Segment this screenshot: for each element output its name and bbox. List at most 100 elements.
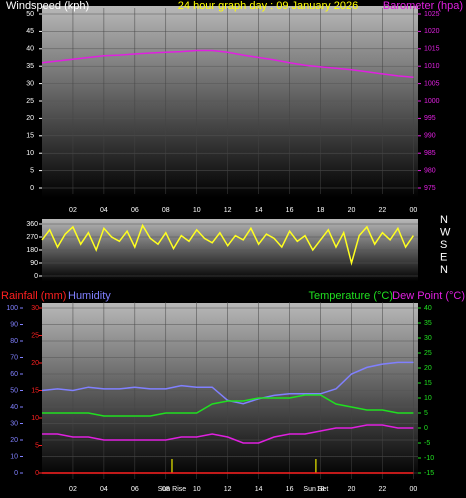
- panel: [42, 6, 418, 198]
- y-tick-label: 5: [424, 410, 428, 417]
- y-tick-label: 15: [31, 387, 39, 394]
- y-tick-label: 90: [30, 260, 38, 267]
- y-tick-label: 10: [31, 415, 39, 422]
- y-tick-label: 10: [10, 453, 18, 460]
- y-tick-label: 40: [26, 46, 34, 53]
- y-tick-label: 1025: [424, 11, 440, 18]
- x-tick-label: 06: [131, 486, 139, 493]
- x-tick-label: 10: [193, 486, 201, 493]
- y-tick-label: 5: [30, 167, 34, 174]
- y-tick-label: 30: [10, 420, 18, 427]
- y-tick-label: 30: [31, 305, 39, 312]
- y-tick-label: 20: [26, 115, 34, 122]
- x-tick-label: 08: [162, 486, 170, 493]
- y-tick-label: 35: [424, 320, 432, 327]
- y-tick-label: 0: [34, 273, 38, 280]
- y-tick-label: 100: [6, 305, 18, 312]
- y-tick-label: 1010: [424, 63, 440, 70]
- y-tick-label: 15: [26, 133, 34, 140]
- sun-label: Sun Set: [303, 486, 328, 493]
- y-tick-label: 50: [10, 387, 18, 394]
- x-tick-label: 18: [317, 486, 325, 493]
- y-tick-label: 30: [26, 80, 34, 87]
- x-tick-label: 18: [317, 207, 325, 214]
- x-tick-label: 02: [69, 486, 77, 493]
- y-tick-label: 10: [424, 395, 432, 402]
- y-tick-label: 995: [424, 115, 436, 122]
- y-tick-label: 985: [424, 150, 436, 157]
- y-tick-label: 70: [10, 354, 18, 361]
- x-tick-label: 10: [193, 207, 201, 214]
- legend-dew-point: Dew Point (°C): [392, 290, 465, 302]
- x-tick-label: 22: [379, 486, 387, 493]
- x-tick-label: 12: [224, 486, 232, 493]
- y-tick-label: 975: [424, 185, 436, 192]
- compass-label: W: [440, 226, 451, 238]
- y2-axis-title: Barometer (hpa): [383, 0, 463, 12]
- y-tick-label: 30: [424, 335, 432, 342]
- compass-label: N: [440, 264, 448, 276]
- y-tick-label: 0: [424, 425, 428, 432]
- sun-label: Sun Rise: [158, 486, 187, 493]
- y-tick-label: 50: [26, 11, 34, 18]
- y-tick-label: 20: [424, 365, 432, 372]
- series-line: [41, 223, 415, 266]
- y-tick-label: 1000: [424, 98, 440, 105]
- y-axis-title: Windspeed (kph): [6, 0, 89, 12]
- y-tick-label: 15: [424, 380, 432, 387]
- y-tick-label: 20: [10, 437, 18, 444]
- y-tick-label: 0: [14, 470, 18, 477]
- y-tick-label: 5: [35, 442, 39, 449]
- x-tick-label: 00: [409, 486, 417, 493]
- y-tick-label: 80: [10, 338, 18, 345]
- y-tick-label: 25: [26, 98, 34, 105]
- legend-humidity: Humidity: [68, 290, 111, 302]
- y-tick-label: 90: [10, 321, 18, 328]
- x-tick-label: 16: [286, 486, 294, 493]
- x-tick-label: 12: [224, 207, 232, 214]
- x-tick-label: 02: [69, 207, 77, 214]
- compass-label: E: [440, 251, 447, 263]
- y-tick-label: -15: [424, 470, 434, 477]
- compass-label: N: [440, 214, 448, 226]
- x-tick-label: 04: [100, 486, 108, 493]
- x-tick-label: 20: [348, 207, 356, 214]
- y-tick-label: 40: [424, 305, 432, 312]
- x-tick-label: 14: [255, 207, 263, 214]
- y-tick-label: -5: [424, 440, 430, 447]
- x-tick-label: 00: [409, 207, 417, 214]
- y-tick-label: -10: [424, 455, 434, 462]
- y-tick-label: 1005: [424, 80, 440, 87]
- x-tick-label: 04: [100, 207, 108, 214]
- y-tick-label: 270: [26, 234, 38, 241]
- y-tick-label: 1020: [424, 28, 440, 35]
- chart-title: 24 hour graph day : 09 January 2026: [178, 0, 358, 12]
- series-line: [42, 424, 414, 444]
- y-tick-label: 980: [424, 167, 436, 174]
- legend-rain: Rainfall (mm): [1, 290, 66, 302]
- y-tick-label: 360: [26, 221, 38, 228]
- x-tick-label: 22: [379, 207, 387, 214]
- y-tick-label: 45: [26, 28, 34, 35]
- y-tick-label: 10: [26, 150, 34, 157]
- y-tick-label: 990: [424, 133, 436, 140]
- x-tick-label: 06: [131, 207, 139, 214]
- legend-temperature: Temperature (°C): [309, 290, 393, 302]
- y-tick-label: 1015: [424, 46, 440, 53]
- y-tick-label: 0: [30, 185, 34, 192]
- x-tick-label: 16: [286, 207, 294, 214]
- x-tick-label: 08: [162, 207, 170, 214]
- y-tick-label: 180: [26, 247, 38, 254]
- series-line: [42, 394, 414, 417]
- y-tick-label: 0: [35, 470, 39, 477]
- x-tick-label: 14: [255, 486, 263, 493]
- x-tick-label: 20: [348, 486, 356, 493]
- y-tick-label: 40: [10, 404, 18, 411]
- y-tick-label: 20: [31, 360, 39, 367]
- y-tick-label: 35: [26, 63, 34, 70]
- y-tick-label: 25: [424, 350, 432, 357]
- y-tick-label: 60: [10, 371, 18, 378]
- y-tick-label: 25: [31, 332, 39, 339]
- series-line: [41, 49, 414, 79]
